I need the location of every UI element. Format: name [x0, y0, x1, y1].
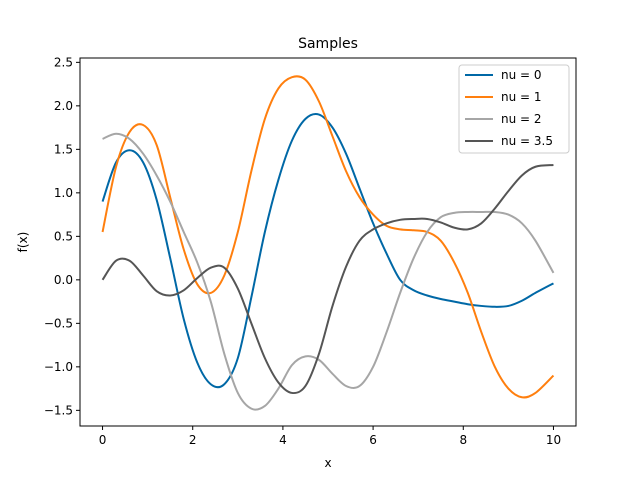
plot-area — [101, 75, 555, 411]
axes-frame — [79, 57, 577, 427]
y-tick-label: 0.0 — [54, 273, 73, 287]
series-lines — [101, 75, 555, 411]
y-tick-label: 1.0 — [54, 186, 73, 200]
y-tick-label: −0.5 — [44, 316, 73, 330]
y-tick-label: −1.5 — [44, 403, 73, 417]
x-tick-label: 6 — [369, 433, 377, 447]
x-tick-label: 8 — [459, 433, 467, 447]
series-line-3 — [101, 164, 554, 395]
y-tick-label: 2.5 — [54, 55, 73, 69]
legend-label: nu = 2 — [501, 112, 542, 126]
y-tick-label: 1.5 — [54, 142, 73, 156]
x-tick-label: 10 — [546, 433, 561, 447]
chart-title: Samples — [298, 36, 358, 52]
legend-label: nu = 3.5 — [501, 134, 553, 148]
y-tick-label: −1.0 — [44, 360, 73, 374]
x-axis: 0 2 4 6 8 10 — [99, 426, 561, 447]
x-tick-label: 0 — [99, 433, 107, 447]
legend: nu = 0 nu = 1 nu = 2 nu = 3.5 — [458, 64, 570, 154]
series-line-1 — [101, 75, 555, 399]
x-axis-label: x — [324, 456, 331, 470]
y-axis-label: f(x) — [16, 232, 30, 253]
series-line-2 — [102, 132, 555, 411]
legend-label: nu = 0 — [501, 68, 542, 82]
x-tick-label: 4 — [279, 433, 287, 447]
y-axis: −1.5 −1.0 −0.5 0.0 0.5 1.0 1.5 2.0 2.5 — [44, 55, 80, 417]
x-tick-label: 2 — [189, 433, 197, 447]
legend-label: nu = 1 — [501, 90, 542, 104]
legend-box — [458, 64, 570, 154]
y-tick-label: 0.5 — [54, 229, 73, 243]
y-tick-label: 2.0 — [54, 99, 73, 113]
